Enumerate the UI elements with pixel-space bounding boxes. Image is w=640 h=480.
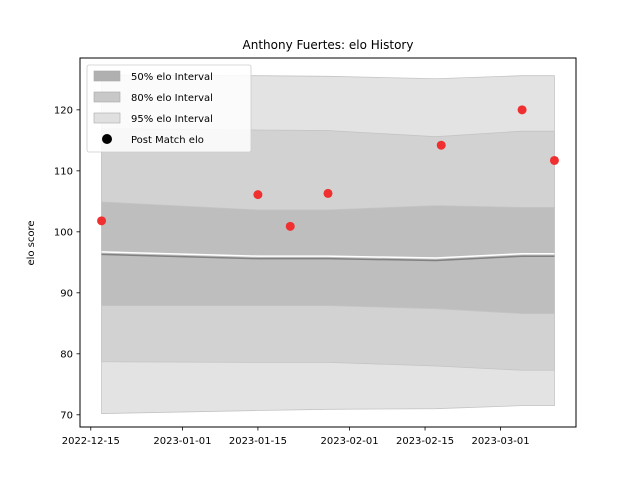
- legend-label-2: 80% elo Interval: [131, 93, 213, 104]
- y-axis-label: elo score: [26, 220, 37, 265]
- post-match-elo-point-2: [253, 190, 263, 200]
- x-tick-label-2: 2023-01-01: [153, 436, 211, 447]
- y-tick-label-2: 80: [60, 349, 73, 360]
- x-axis: 2022-12-15 2023-01-01 2023-01-15 2023-02-01…: [62, 427, 530, 447]
- y-tick-label-3: 90: [60, 288, 73, 299]
- y-tick-label-4: 100: [54, 227, 73, 238]
- legend-swatch-3: [93, 112, 121, 124]
- plot-area: [97, 74, 559, 414]
- post-match-elo-point-7: [549, 155, 559, 165]
- legend-label-1: 50% elo Interval: [131, 72, 213, 83]
- x-tick-label-6: 2023-03-01: [471, 436, 529, 447]
- y-tick-label-1: 70: [60, 410, 73, 421]
- legend-label-4: Post Match elo: [131, 135, 204, 146]
- post-match-elo-point-1: [97, 216, 107, 226]
- axes-frame: [79, 57, 577, 428]
- x-tick-label-5: 2023-02-15: [396, 436, 454, 447]
- post-match-elo-point-4: [323, 188, 333, 198]
- x-tick-label-4: 2023-02-01: [321, 436, 379, 447]
- legend-swatch-2: [93, 91, 121, 103]
- chart-title: Anthony Fuertes: elo History: [243, 38, 414, 52]
- legend-swatch-1: [93, 70, 121, 82]
- y-tick-label-6: 120: [54, 105, 73, 116]
- legend-label-3: 95% elo Interval: [131, 114, 213, 125]
- post-match-elo-point-5: [436, 140, 446, 150]
- x-tick-label-1: 2022-12-15: [62, 436, 120, 447]
- mean-elo-line: [101, 253, 555, 262]
- legend-marker-4: [102, 134, 112, 144]
- post-match-elo-point-6: [517, 105, 527, 115]
- y-axis: 70 80 90 100 110 120: [54, 105, 80, 421]
- legend-box: [86, 64, 252, 153]
- post-match-elo-point-3: [285, 221, 295, 231]
- y-tick-label-5: 110: [54, 166, 73, 177]
- x-tick-label-3: 2023-01-15: [229, 436, 287, 447]
- mean-elo-highlight: [101, 251, 555, 259]
- band-50-interval: [101, 201, 555, 314]
- legend: 50% elo Interval 80% elo Interval 95% elo …: [86, 64, 252, 153]
